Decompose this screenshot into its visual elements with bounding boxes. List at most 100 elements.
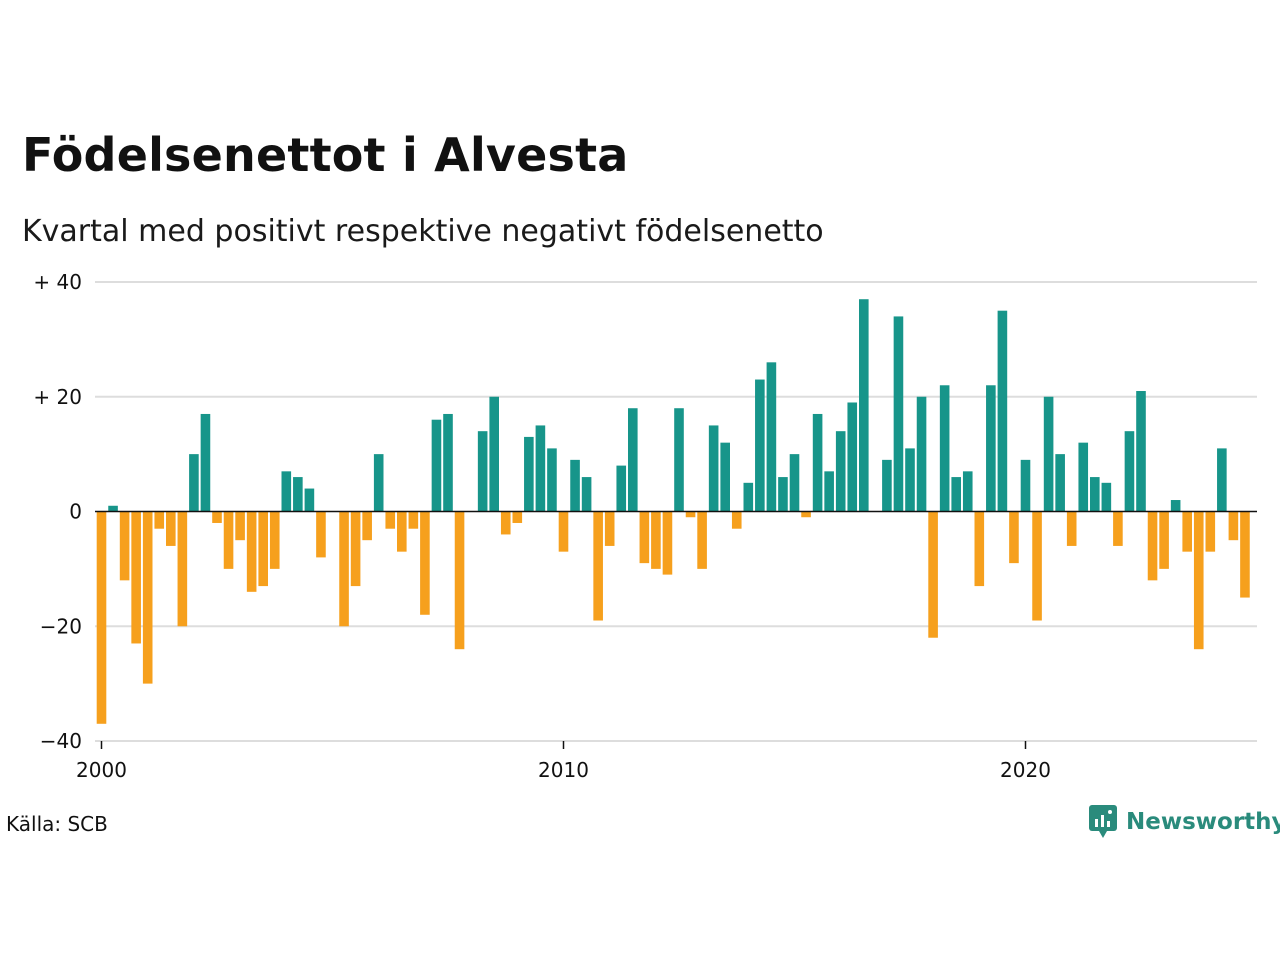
y-tick-label: + 20 <box>33 385 82 409</box>
bar-negative <box>801 511 811 518</box>
bar-negative <box>131 511 141 644</box>
bar-positive <box>997 310 1008 512</box>
bar-negative <box>154 511 165 529</box>
bar-negative <box>1009 511 1019 564</box>
bar-positive <box>882 459 892 512</box>
bar-negative <box>339 511 349 627</box>
bar-negative <box>1159 511 1169 569</box>
bar-positive <box>281 471 292 512</box>
bar-negative <box>974 511 985 587</box>
bar-negative <box>397 511 407 552</box>
y-tick-label: −20 <box>40 614 82 638</box>
x-tick-label: 2000 <box>76 758 127 782</box>
bar-positive <box>373 454 384 512</box>
bar-negative <box>1205 511 1216 552</box>
bar-negative <box>558 511 569 552</box>
bar-positive <box>674 408 684 512</box>
brand-logo[interactable]: Newsworthy <box>1088 804 1280 840</box>
bar-negative <box>223 511 234 569</box>
bar-negative <box>96 511 107 724</box>
bar-positive <box>778 477 788 512</box>
source-note: Källa: SCB <box>6 812 108 836</box>
bar-positive <box>108 505 118 512</box>
bar-negative <box>593 511 603 621</box>
bar-positive <box>893 316 904 512</box>
chart-subtitle: Kvartal med positivt respektive negativt… <box>22 214 824 249</box>
bar-negative <box>408 511 419 529</box>
bar-positive <box>812 413 823 512</box>
x-tick-label: 2010 <box>538 758 589 782</box>
bar-positive <box>743 482 754 512</box>
brand-name: Newsworthy <box>1126 809 1280 835</box>
bar-negative <box>639 511 650 564</box>
bar-negative <box>1193 511 1204 650</box>
bar-positive <box>1101 482 1112 512</box>
bar-positive <box>835 431 846 512</box>
bar-negative <box>246 511 257 592</box>
bar-positive <box>916 396 927 512</box>
bar-negative <box>235 511 245 541</box>
bar-positive <box>200 413 211 512</box>
bar-positive <box>524 436 534 512</box>
bar-positive <box>905 448 915 512</box>
bar-negative <box>651 511 661 569</box>
bar-negative <box>1228 511 1239 541</box>
bar-negative <box>1032 511 1042 621</box>
bar-positive <box>535 425 546 512</box>
bar-negative <box>142 511 153 684</box>
bar-positive <box>304 488 315 512</box>
bar-positive <box>1043 396 1054 512</box>
bar-negative <box>420 511 430 615</box>
bar-positive <box>824 471 834 512</box>
bar-positive <box>1136 391 1146 512</box>
bar-chart: + 40 + 20 0 −20 −40 2000 2010 2020 <box>33 270 1257 782</box>
bar-positive <box>1078 442 1089 512</box>
bar-positive <box>431 419 442 512</box>
bar-negative <box>316 511 326 558</box>
bar-positive <box>847 402 858 512</box>
bar-negative <box>1147 511 1158 581</box>
bar-positive <box>293 477 303 512</box>
bar-positive <box>1170 500 1181 512</box>
bar-negative <box>212 511 222 523</box>
bar-negative <box>662 511 673 575</box>
bar-negative <box>177 511 188 627</box>
bar-negative <box>604 511 615 546</box>
bar-positive <box>1124 431 1135 512</box>
bar-positive <box>755 379 765 512</box>
bar-negative <box>454 511 465 650</box>
bar-positive <box>1217 448 1227 512</box>
bar-negative <box>385 511 396 529</box>
bar-positive <box>581 477 592 512</box>
bar-negative <box>928 511 938 638</box>
bar-negative <box>512 511 523 523</box>
bar-negative <box>166 511 176 546</box>
bar-positive <box>708 425 719 512</box>
bar-positive <box>1055 454 1065 512</box>
y-tick-label: + 40 <box>33 270 82 294</box>
bar-positive <box>616 465 627 512</box>
chart-title: Födelsenettot i Alvesta <box>22 128 629 182</box>
x-tick-label: 2020 <box>1000 758 1051 782</box>
bar-negative <box>500 511 511 535</box>
bar-negative <box>1113 511 1123 546</box>
bar-negative <box>258 511 268 587</box>
gridlines <box>95 281 1257 742</box>
bar-positive <box>547 448 557 512</box>
bar-positive <box>939 385 950 512</box>
bar-negative <box>362 511 372 541</box>
bar-negative <box>685 511 696 518</box>
bar-positive <box>951 477 961 512</box>
bar-negative <box>350 511 361 587</box>
axes: + 40 + 20 0 −20 −40 2000 2010 2020 <box>33 270 1257 782</box>
bar-negative <box>697 511 707 569</box>
bar-positive <box>720 442 730 512</box>
bar-positive <box>570 459 580 512</box>
bars <box>96 299 1250 724</box>
y-tick-label: −40 <box>40 729 82 753</box>
bar-negative <box>269 511 280 569</box>
bar-negative <box>731 511 742 529</box>
bar-positive <box>489 396 499 512</box>
bar-positive <box>1090 477 1100 512</box>
bar-positive <box>766 362 777 512</box>
